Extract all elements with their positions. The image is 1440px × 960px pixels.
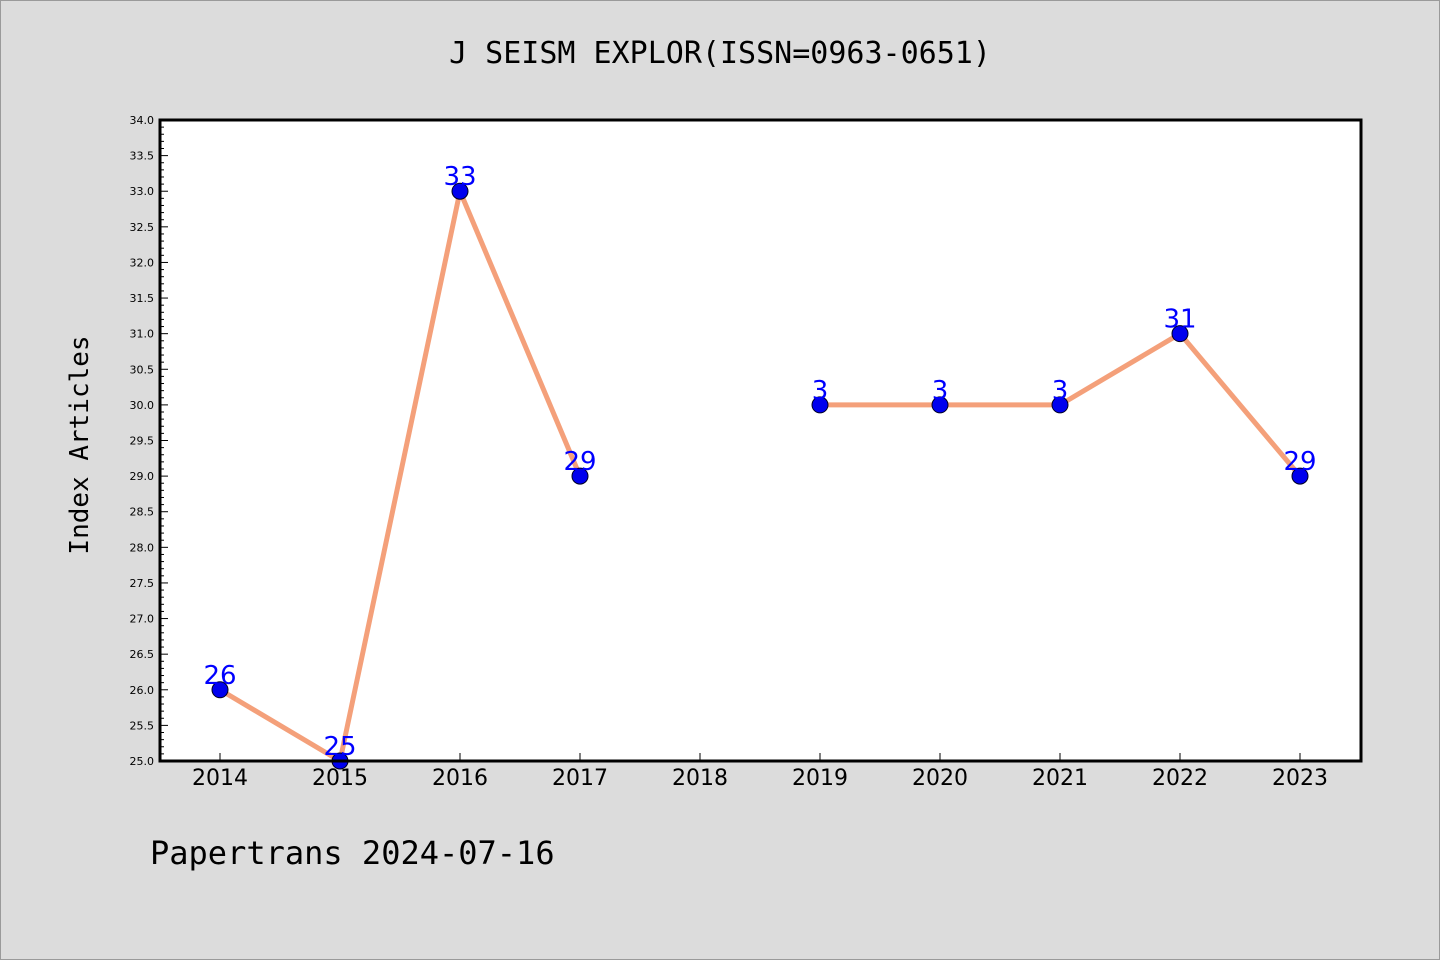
y-tick-label: 34.0 bbox=[130, 114, 155, 127]
data-point bbox=[931, 396, 949, 414]
data-point bbox=[1291, 467, 1309, 485]
y-tick-label: 31.5 bbox=[130, 292, 155, 305]
x-tick-label: 2014 bbox=[192, 766, 248, 791]
y-tick-label: 33.5 bbox=[130, 150, 155, 163]
x-tick-label: 2017 bbox=[552, 766, 608, 791]
y-tick-label: 32.5 bbox=[130, 221, 155, 234]
y-tick-label: 27.5 bbox=[130, 577, 155, 590]
data-label: 31 bbox=[1163, 305, 1196, 335]
y-tick-label: 31.0 bbox=[130, 328, 155, 341]
x-tick-label: 2018 bbox=[672, 766, 728, 791]
y-tick-label: 29.5 bbox=[130, 435, 155, 448]
data-point bbox=[451, 182, 469, 200]
y-tick-label: 25.0 bbox=[130, 755, 155, 768]
series-line bbox=[217, 188, 583, 764]
y-tick-label: 30.5 bbox=[130, 363, 155, 376]
footer-text: Papertrans 2024-07-16 bbox=[150, 834, 555, 872]
x-tick-label: 2016 bbox=[432, 766, 488, 791]
data-label: 3 bbox=[932, 376, 949, 406]
data-label: 26 bbox=[203, 661, 236, 691]
data-point bbox=[1171, 325, 1189, 343]
data-label: 3 bbox=[812, 376, 829, 406]
data-point bbox=[811, 396, 829, 414]
y-tick-label: 29.0 bbox=[130, 470, 155, 483]
x-tick-label: 2019 bbox=[792, 766, 848, 791]
x-tick-label: 2021 bbox=[1032, 766, 1088, 791]
data-label: 29 bbox=[563, 447, 596, 477]
y-tick-label: 26.5 bbox=[130, 648, 155, 661]
chart-title: J SEISM EXPLOR(ISSN=0963-0651) bbox=[449, 36, 991, 71]
plot-border bbox=[158, 118, 1363, 763]
y-tick-label: 33.0 bbox=[130, 185, 155, 198]
x-tick-label: 2022 bbox=[1152, 766, 1208, 791]
data-point bbox=[571, 467, 589, 485]
x-tick-label: 2020 bbox=[912, 766, 968, 791]
y-tick-label: 32.0 bbox=[130, 256, 155, 269]
x-tick-label: 2023 bbox=[1272, 766, 1328, 791]
y-tick-label: 27.0 bbox=[130, 613, 155, 626]
data-point bbox=[211, 681, 229, 699]
y-tick-label: 28.5 bbox=[130, 506, 155, 519]
data-label: 25 bbox=[323, 732, 356, 762]
data-label: 3 bbox=[1052, 376, 1069, 406]
x-tick-label: 2015 bbox=[312, 766, 368, 791]
data-point bbox=[1051, 396, 1069, 414]
data-label: 29 bbox=[1283, 447, 1316, 477]
y-tick-label: 26.0 bbox=[130, 684, 155, 697]
plot-area bbox=[160, 120, 1361, 761]
y-tick-label: 25.5 bbox=[130, 719, 155, 732]
y-tick-label: 30.0 bbox=[130, 399, 155, 412]
y-tick-label: 28.0 bbox=[130, 541, 155, 554]
data-label: 33 bbox=[443, 162, 476, 192]
